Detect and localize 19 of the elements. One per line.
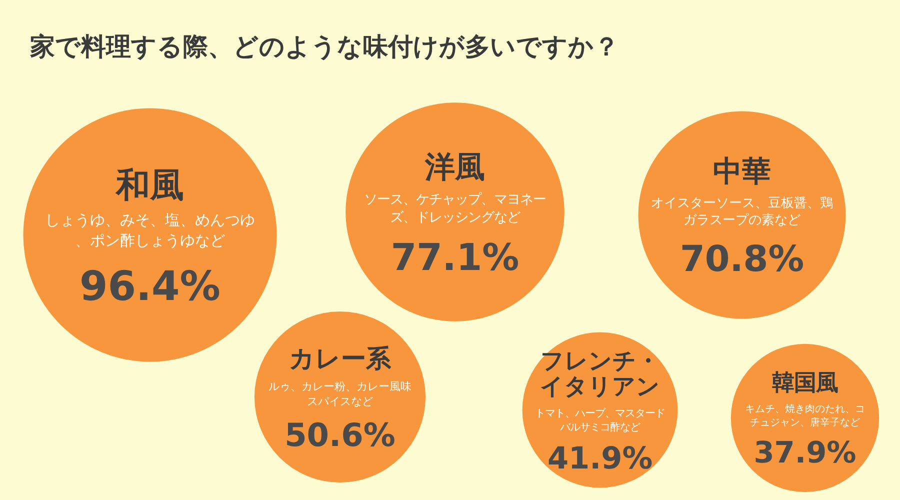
text: ソース、ケチャップ、マヨネーズ、ドレッシングなど <box>364 192 546 226</box>
text: ルゥ、カレー粉、カレー風味スパイスなど <box>268 380 412 408</box>
category-label: 和風 <box>115 165 184 204</box>
category-label: カレー系 <box>289 344 392 373</box>
data-label: 96.4% <box>80 262 220 310</box>
data-label: 77.1% <box>390 236 520 280</box>
data-label: 41.9% <box>547 442 653 477</box>
category-label: 中華 <box>713 154 771 188</box>
data-label: 37.9% <box>754 436 856 470</box>
text: しょうゆ、みそ、塩、めんつゆ、ポン酢しょうゆなど <box>45 211 255 250</box>
data-label: 50.6% <box>284 416 396 454</box>
text: オイスターソース、豆板醤、鶏ガラスープの素など <box>651 196 833 228</box>
category-label: フレンチ・イタリアン <box>540 348 660 400</box>
text: トマト、ハーブ、マスタードバルサミコ酢など <box>535 407 665 434</box>
category-label: 韓国風 <box>772 370 838 396</box>
text: キムチ、焼き肉のたれ、コチュジャン、唐辛子など <box>745 403 865 429</box>
category-label: 洋風 <box>424 150 485 185</box>
data-label: 70.8% <box>680 238 804 280</box>
text: 家で料理する際、どのような味付けが多いですか？ <box>29 32 619 61</box>
